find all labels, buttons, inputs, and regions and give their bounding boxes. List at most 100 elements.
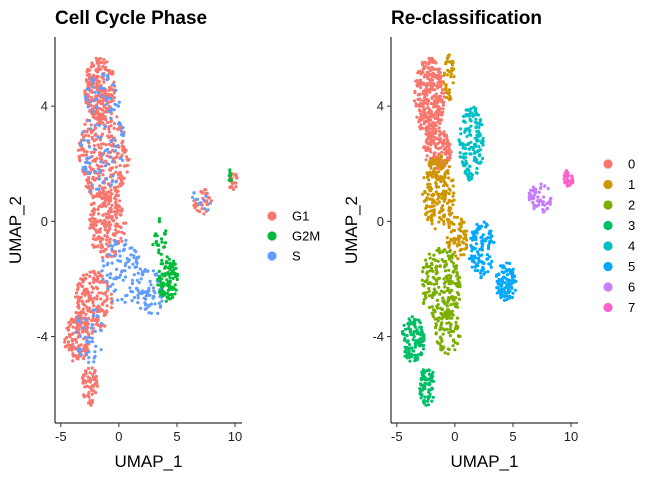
point-2 <box>434 323 438 327</box>
point-G1 <box>89 150 94 154</box>
point-S <box>204 194 208 198</box>
point-2 <box>431 308 436 312</box>
point-G1 <box>120 153 124 157</box>
point-S <box>88 100 92 104</box>
point-5 <box>487 262 491 266</box>
point-2 <box>446 286 450 290</box>
point-S <box>208 201 212 205</box>
point-S <box>115 103 119 107</box>
point-S <box>108 276 112 280</box>
point-G1 <box>96 194 100 198</box>
point-5 <box>484 225 488 229</box>
point-G2M <box>173 262 177 266</box>
point-G1 <box>80 277 84 281</box>
point-G2M <box>159 282 163 286</box>
point-S <box>140 272 144 276</box>
point-1 <box>434 162 438 166</box>
point-G1 <box>92 383 96 387</box>
point-G1 <box>114 165 118 169</box>
point-2 <box>446 273 451 277</box>
point-0 <box>414 79 418 83</box>
point-S <box>137 280 141 285</box>
point-5 <box>508 294 512 299</box>
point-2 <box>454 320 458 324</box>
point-G1 <box>93 370 97 374</box>
point-G2M <box>171 276 175 280</box>
point-S <box>118 254 122 258</box>
point-3 <box>414 342 418 346</box>
point-S <box>156 311 160 315</box>
point-3 <box>421 387 425 391</box>
point-G1 <box>101 256 105 260</box>
point-0 <box>429 139 433 143</box>
point-1 <box>443 176 447 180</box>
point-G2M <box>160 240 164 244</box>
point-1 <box>426 173 430 178</box>
point-S <box>97 177 101 181</box>
point-G1 <box>88 377 92 381</box>
point-5 <box>469 244 473 248</box>
point-4 <box>476 113 480 117</box>
point-4 <box>467 126 471 130</box>
point-0 <box>425 93 429 97</box>
point-2 <box>441 327 445 331</box>
point-3 <box>428 381 432 385</box>
point-5 <box>478 247 482 251</box>
point-1 <box>429 218 434 222</box>
point-G1 <box>105 238 109 242</box>
point-2 <box>430 311 434 315</box>
point-1 <box>460 247 464 251</box>
point-1 <box>426 215 430 220</box>
point-1 <box>436 197 440 201</box>
point-5 <box>506 285 510 289</box>
point-G2M <box>151 243 155 247</box>
point-G1 <box>95 230 99 234</box>
point-2 <box>443 280 447 284</box>
point-0 <box>427 122 432 126</box>
point-2 <box>451 313 455 317</box>
point-S <box>100 86 104 90</box>
point-G1 <box>81 280 85 284</box>
point-2 <box>435 304 439 308</box>
point-S <box>109 96 113 100</box>
point-1 <box>425 171 429 175</box>
point-0 <box>429 101 433 106</box>
point-4 <box>469 124 473 128</box>
point-G1 <box>109 100 113 104</box>
point-S <box>121 158 125 162</box>
point-G1 <box>94 374 98 379</box>
point-G1 <box>106 121 110 125</box>
point-S <box>90 323 94 327</box>
point-1 <box>442 189 446 193</box>
point-0 <box>432 141 436 145</box>
point-1 <box>457 237 461 241</box>
point-G1 <box>100 164 104 168</box>
point-5 <box>510 271 514 275</box>
point-0 <box>425 137 429 142</box>
point-1 <box>457 227 461 231</box>
point-0 <box>420 61 424 66</box>
point-4 <box>474 171 478 175</box>
point-G1 <box>119 213 123 217</box>
point-S <box>112 144 117 148</box>
point-S <box>78 334 82 338</box>
point-6 <box>536 195 540 199</box>
point-2 <box>430 305 434 309</box>
point-2 <box>448 249 452 254</box>
point-G2M <box>161 262 165 266</box>
point-2 <box>440 307 444 312</box>
point-1 <box>454 254 458 258</box>
point-S <box>158 304 163 308</box>
point-S <box>126 259 130 264</box>
y-tick-label: -4 <box>36 329 48 344</box>
point-G1 <box>89 123 93 127</box>
point-G1 <box>87 134 91 138</box>
point-0 <box>428 147 432 151</box>
point-5 <box>474 256 478 260</box>
point-1 <box>446 171 450 175</box>
point-G1 <box>90 290 94 294</box>
point-2 <box>450 316 454 320</box>
point-S <box>124 294 128 298</box>
point-G1 <box>98 112 102 116</box>
legend-key-6 <box>603 282 613 292</box>
